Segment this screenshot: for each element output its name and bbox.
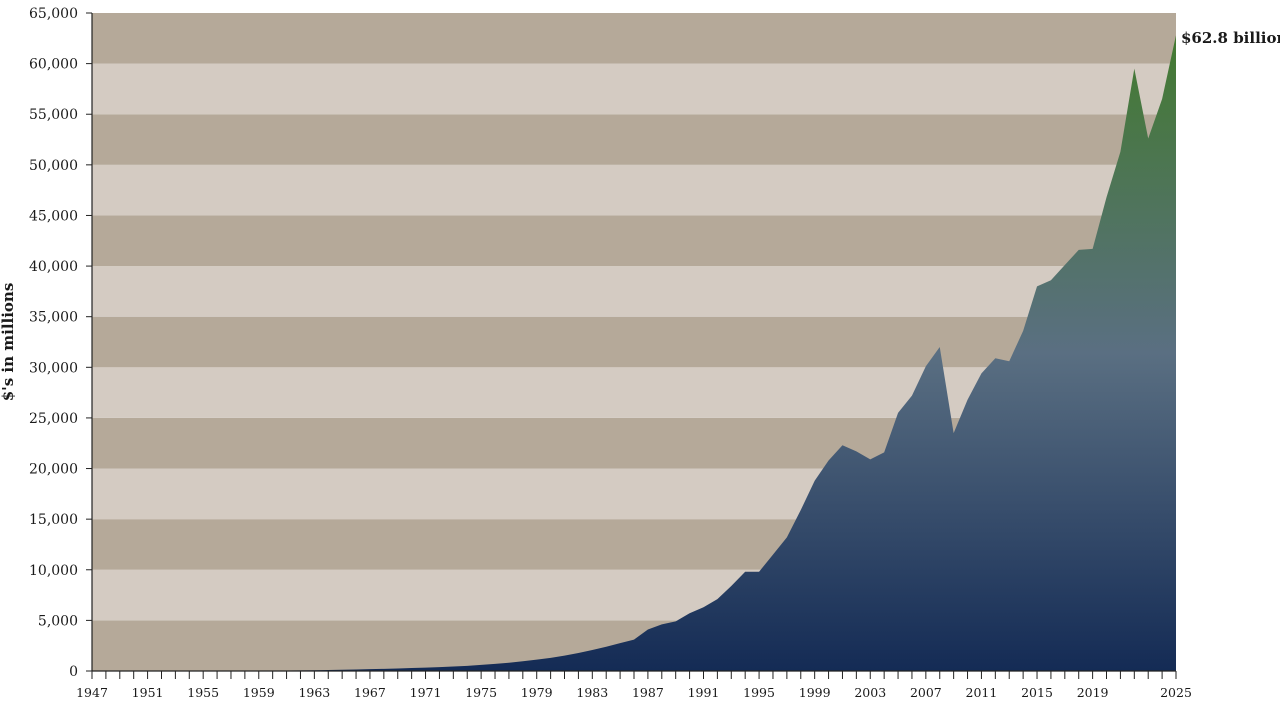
x-tick-label: 1975: [465, 685, 497, 700]
y-tick-label: 35,000: [29, 310, 78, 326]
x-tick-label: 1983: [576, 685, 608, 700]
data-area: [92, 35, 1176, 671]
y-tick-label: 50,000: [29, 158, 78, 174]
y-tick-label: 25,000: [29, 411, 78, 427]
x-tick-label: 1951: [132, 685, 164, 700]
x-tick-label: 1995: [743, 685, 775, 700]
y-tick-label: 10,000: [29, 563, 78, 579]
x-tick-label: 1971: [410, 685, 442, 700]
x-tick-label: 1987: [632, 685, 664, 700]
x-tick-label: 2019: [1077, 685, 1109, 700]
y-tick-label: 40,000: [29, 259, 78, 275]
x-tick-label: 1947: [76, 685, 108, 700]
x-tick-label: 1979: [521, 685, 553, 700]
y-tick-label: 45,000: [29, 208, 78, 224]
grid-band: [92, 114, 1176, 165]
grid-band: [92, 13, 1176, 64]
y-tick-label: 30,000: [29, 360, 78, 376]
y-tick-label: 65,000: [29, 6, 78, 22]
x-tick-label: 1959: [243, 685, 275, 700]
end-value-annotation: $62.8 billion: [1181, 29, 1280, 47]
x-tick-label: 1999: [799, 685, 831, 700]
x-tick-label: 2007: [910, 685, 942, 700]
x-tick-label: 2011: [966, 685, 998, 700]
x-tick-label: 1963: [298, 685, 330, 700]
grid-band: [92, 266, 1176, 317]
x-tick-label: 1955: [187, 685, 219, 700]
y-axis-label: $'s in millions: [0, 283, 17, 402]
grid-band: [92, 164, 1176, 216]
y-tick-label: 55,000: [29, 107, 78, 123]
y-tick-label: 0: [69, 664, 78, 680]
x-tick-label: 2015: [1021, 685, 1053, 700]
y-tick-label: 20,000: [29, 462, 78, 478]
x-axis-ticks: 1947 1951 1955 1959 1963 1967 1971 1975 1979 1983…: [76, 671, 1192, 700]
y-tick-label: 15,000: [29, 512, 78, 528]
grid-band: [92, 63, 1176, 115]
x-tick-label: 2025: [1160, 685, 1192, 700]
y-tick-label: 60,000: [29, 57, 78, 73]
y-tick-label: 5,000: [38, 613, 78, 629]
x-tick-label: 1991: [688, 685, 720, 700]
grid-band: [92, 215, 1176, 267]
x-tick-label: 1967: [354, 685, 386, 700]
y-axis-ticks: 0 5,000 10,000 15,000 20,000 25,000 30,000 35,0…: [29, 6, 92, 680]
x-tick-label: 2003: [854, 685, 886, 700]
